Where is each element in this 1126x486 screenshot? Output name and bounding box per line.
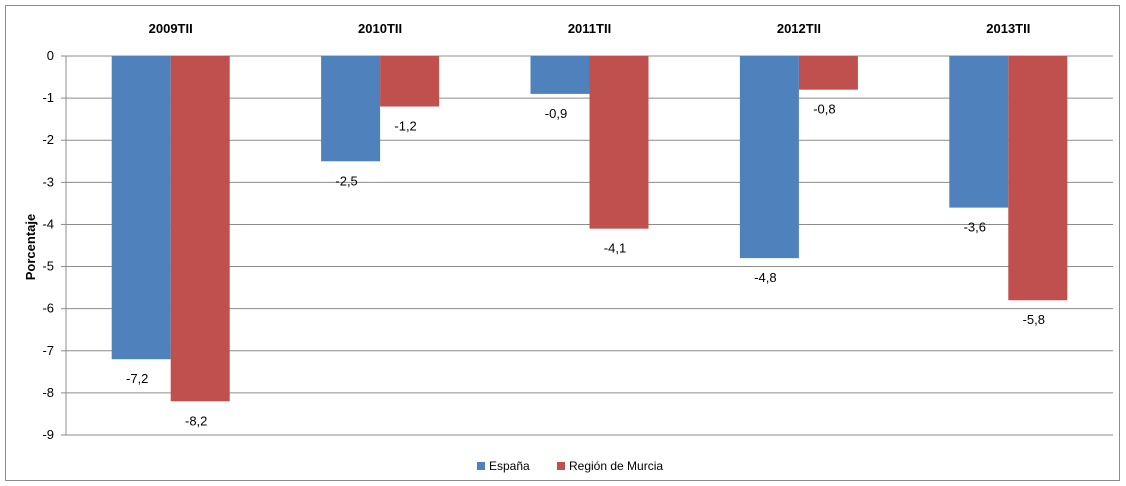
data-label: -4,1 [604, 241, 626, 256]
data-label: -3,6 [964, 220, 986, 235]
category-label: 2011TII [568, 21, 611, 36]
bar-region-de-murcia [1008, 56, 1068, 301]
legend-label: España [489, 459, 530, 473]
bar-espana [739, 56, 799, 259]
data-label: -2,5 [335, 173, 357, 188]
data-label: -8,2 [185, 413, 207, 428]
data-label: -5,8 [1023, 312, 1045, 327]
data-label: -0,8 [813, 102, 835, 117]
data-labels: -7,2 -8,2 -2,5 -1,2 -0,9 -4,1 -4,8 -0,8 -3,6 -5,8 [126, 102, 1045, 429]
bar-region-de-murcia [589, 56, 649, 229]
bar-region-de-murcia [798, 56, 858, 90]
legend: España Región de Murcia [477, 459, 663, 473]
bar-espana [949, 56, 1009, 208]
data-label: -7,2 [126, 371, 148, 386]
y-tick-label: -2 [42, 132, 54, 147]
bar-espana [111, 56, 171, 360]
data-label: -4,8 [754, 270, 776, 285]
y-axis-ticks: 0 -1 -2 -3 -4 -5 -6 -7 -8 -9 [42, 48, 66, 442]
data-label: -0,9 [545, 106, 567, 121]
bar-espana [321, 56, 381, 162]
bar-espana [530, 56, 590, 94]
y-tick-label: -5 [42, 259, 54, 274]
y-tick-label: -9 [42, 427, 54, 442]
gridlines [65, 55, 1113, 436]
data-label: -1,2 [394, 119, 416, 134]
y-tick-label: -1 [42, 90, 54, 105]
y-tick-label: -8 [42, 385, 54, 400]
category-labels: 2009TII 2010TII 2011TII 2012TII 2013TII [149, 21, 1031, 36]
category-label: 2012TII [777, 21, 821, 36]
bars [111, 56, 1068, 402]
category-label: 2010TII [358, 21, 402, 36]
y-tick-label: -6 [42, 301, 54, 316]
category-label: 2009TII [149, 21, 193, 36]
y-tick-label: -7 [42, 343, 54, 358]
legend-swatch [477, 462, 485, 470]
legend-label: Región de Murcia [569, 459, 663, 473]
legend-swatch [557, 462, 565, 470]
y-tick-label: 0 [47, 48, 54, 63]
y-axis-label: Porcentaje [23, 214, 38, 280]
y-tick-label: -4 [42, 216, 54, 231]
bar-region-de-murcia [170, 56, 230, 402]
y-tick-label: -3 [42, 174, 54, 189]
bar-region-de-murcia [380, 56, 440, 107]
category-label: 2013TII [986, 21, 1030, 36]
